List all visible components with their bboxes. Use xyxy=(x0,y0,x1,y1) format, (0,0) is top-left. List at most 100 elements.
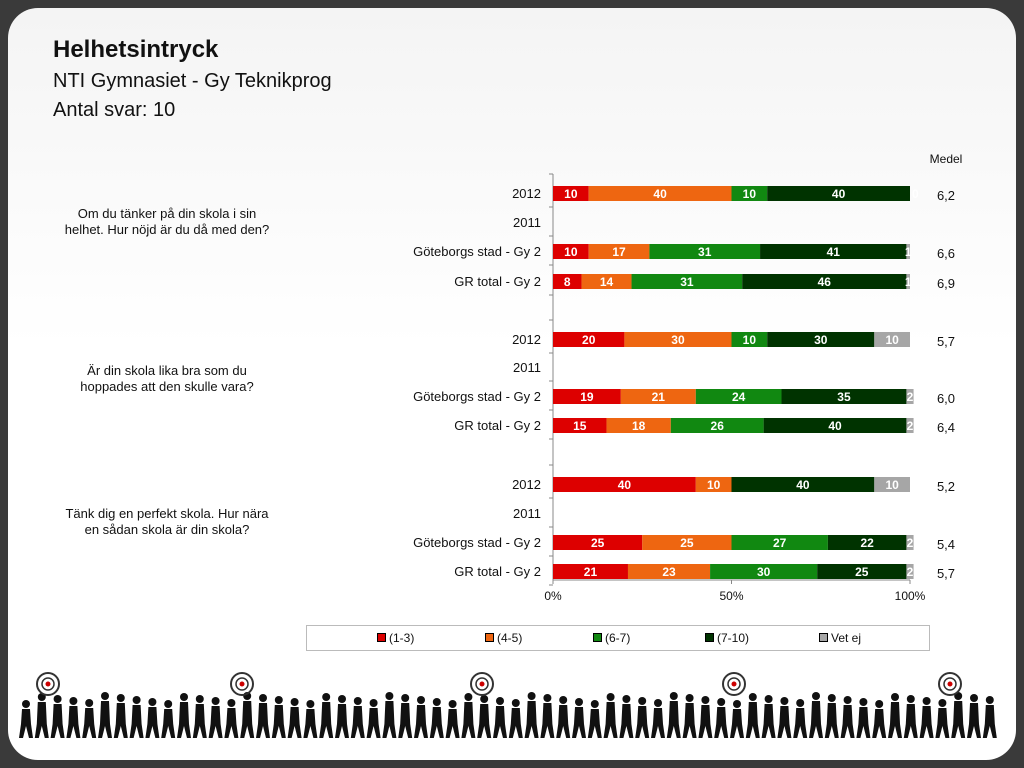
bar-seg-4-5 xyxy=(627,564,711,579)
bar-seg-vet-ej xyxy=(906,244,910,259)
medel-value: 6,9 xyxy=(937,276,955,291)
data-label-seg-6-7: 30 xyxy=(757,565,771,579)
person-body xyxy=(508,708,523,738)
legend-swatch-7-10 xyxy=(705,633,714,642)
target-icon xyxy=(938,672,962,696)
bar-seg-6-7 xyxy=(731,332,768,347)
legend-label-1-3: (1-3) xyxy=(389,631,415,645)
data-label-seg-7-10: 40 xyxy=(796,478,810,492)
data-label-seg-4-5: 40 xyxy=(653,187,667,201)
bar-seg-7-10 xyxy=(781,389,907,404)
medel-value: 6,4 xyxy=(937,420,955,435)
person-body xyxy=(177,702,191,738)
question-label-2: Är din skola lika bra som du hoppades at… xyxy=(80,363,254,394)
bar-seg-7-10 xyxy=(767,186,910,201)
person-head xyxy=(875,700,884,708)
bar-seg-7-10 xyxy=(817,564,907,579)
bar-seg-6-7 xyxy=(731,186,768,201)
person-body xyxy=(587,709,602,738)
bar-seg-7-10 xyxy=(760,244,907,259)
person-body xyxy=(919,706,934,738)
person-body xyxy=(113,703,128,738)
medel-value: 5,7 xyxy=(937,334,955,349)
row-label: 2012 xyxy=(512,186,541,201)
legend-swatch-6-7 xyxy=(593,633,602,642)
target-icon-ring xyxy=(41,677,55,691)
person-head xyxy=(496,697,504,705)
question-label-1: Om du tänker på din skola i sin helhet. … xyxy=(64,206,270,237)
person-head xyxy=(385,692,394,700)
row-label: Göteborgs stad - Gy 2 xyxy=(413,244,541,259)
person-head xyxy=(148,698,157,706)
data-label-seg-1-3: 10 xyxy=(564,245,578,259)
data-label-seg-vet-ej: 10 xyxy=(885,478,899,492)
data-label-seg-6-7: 10 xyxy=(743,187,757,201)
person-body xyxy=(477,704,492,738)
person-head xyxy=(780,697,789,705)
person-head xyxy=(69,697,78,705)
response-count: Antal svar: 10 xyxy=(53,99,176,121)
bar-seg-1-3 xyxy=(553,389,621,404)
person-body xyxy=(19,709,33,738)
person-head xyxy=(259,694,267,702)
bar-seg-1-3 xyxy=(553,186,589,201)
person-body xyxy=(98,701,112,738)
bar-seg-vet-ej xyxy=(906,564,914,579)
bar-seg-4-5 xyxy=(624,332,732,347)
person-body xyxy=(935,708,950,738)
person-head xyxy=(970,694,978,702)
bar-seg-6-7 xyxy=(631,274,743,289)
bar-seg-6-7 xyxy=(649,244,761,259)
person-head xyxy=(401,694,410,702)
person-head xyxy=(22,700,30,708)
bar-seg-1-3 xyxy=(553,535,643,550)
bar-seg-vet-ej xyxy=(906,418,914,433)
data-label-seg-4-5: 30 xyxy=(671,333,685,347)
person-head xyxy=(195,695,204,703)
data-label-seg-4-5: 23 xyxy=(662,565,676,579)
legend-label-6-7: (6-7) xyxy=(605,631,631,645)
medel-value: 6,2 xyxy=(937,188,955,203)
legend-swatch-vet-ej xyxy=(819,633,828,642)
target-icon-center xyxy=(479,681,485,687)
person-body xyxy=(603,702,618,738)
legend-item-6-7: (6-7) xyxy=(593,631,630,645)
person-head xyxy=(353,697,362,705)
person-body xyxy=(635,706,650,738)
person-body xyxy=(682,703,697,738)
person-body xyxy=(50,704,65,738)
row-label: Göteborgs stad - Gy 2 xyxy=(413,535,541,550)
legend-label-7-10: (7-10) xyxy=(717,631,750,645)
data-label-seg-4-5: 18 xyxy=(632,419,646,433)
data-label-seg-vet-ej: 1 xyxy=(905,245,912,259)
data-label-seg-4-5: 14 xyxy=(600,275,614,289)
bar-seg-1-3 xyxy=(553,477,696,492)
person-body xyxy=(319,702,334,738)
target-icon-center xyxy=(239,681,245,687)
bar-seg-vet-ej xyxy=(906,274,910,289)
target-icon-center xyxy=(947,681,953,687)
bar-seg-7-10 xyxy=(742,274,907,289)
person-body xyxy=(287,707,302,738)
slide-card: Helhetsintryck NTI Gymnasiet - Gy Teknik… xyxy=(8,8,1016,760)
person-head xyxy=(290,698,299,706)
bar-seg-4-5 xyxy=(588,186,732,201)
bar-seg-7-10 xyxy=(731,477,875,492)
bar-seg-1-3 xyxy=(553,418,607,433)
legend-swatch-4-5 xyxy=(485,633,494,642)
people-silhouette-banner xyxy=(19,672,997,738)
data-label-seg-vet-ej: 10 xyxy=(885,333,899,347)
data-label-seg-vet-ej: 1 xyxy=(905,275,912,289)
person-head xyxy=(369,699,378,707)
person-head xyxy=(859,698,868,706)
person-head xyxy=(843,696,852,704)
person-head xyxy=(654,699,662,707)
target-icon-ring xyxy=(475,677,489,691)
person-body xyxy=(619,704,634,738)
person-head xyxy=(322,693,331,701)
person-head xyxy=(906,695,915,703)
person-body xyxy=(192,704,207,738)
data-label-seg-1-3: 20 xyxy=(582,333,596,347)
target-icon-ring xyxy=(943,677,957,691)
